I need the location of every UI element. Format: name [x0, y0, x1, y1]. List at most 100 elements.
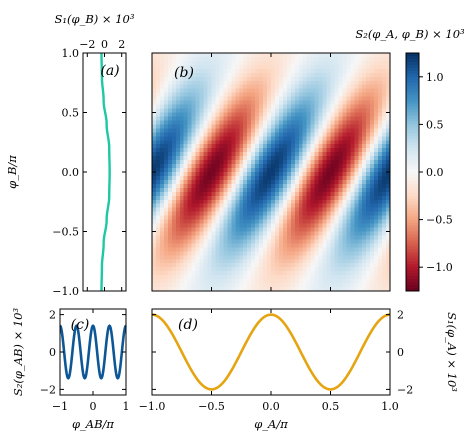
heatmap-cell — [183, 231, 189, 236]
heatmap-cell — [302, 92, 308, 98]
heatmap-cell — [187, 164, 193, 169]
heatmap-cell — [227, 235, 232, 240]
heatmap-cell — [358, 231, 363, 236]
heatmap-cell — [231, 195, 236, 201]
heatmap-cell — [346, 100, 351, 106]
heatmap-cell — [322, 183, 328, 189]
heatmap-cell — [302, 267, 308, 272]
heatmap-cell — [278, 64, 284, 70]
heatmap-cell — [195, 144, 201, 149]
heatmap-cell — [203, 175, 209, 181]
heatmap-cell — [243, 259, 248, 264]
heatmap-cell — [282, 124, 288, 129]
heatmap-cell — [366, 199, 371, 205]
heatmap-cell — [231, 164, 236, 169]
heatmap-cell — [286, 223, 292, 229]
heatmap-cell — [239, 247, 244, 252]
heatmap-cell — [263, 207, 268, 213]
heatmap-cell — [318, 128, 324, 133]
heatmap-cell — [163, 172, 169, 177]
heatmap-cell — [294, 60, 300, 66]
heatmap-cell — [298, 136, 304, 141]
heatmap-cell — [298, 279, 304, 284]
heatmap-cell — [195, 271, 201, 276]
heatmap-cell — [338, 88, 343, 94]
heatmap-cell — [203, 287, 209, 292]
heatmap-cell — [255, 183, 260, 189]
heatmap-cell — [255, 191, 260, 197]
heatmap-cell — [255, 152, 260, 157]
heatmap-cell — [290, 279, 296, 284]
heatmap-cell — [302, 271, 308, 276]
heatmap-cell — [374, 124, 379, 129]
heatmap-cell — [382, 199, 387, 205]
heatmap-cell — [211, 128, 216, 133]
heatmap-cell — [239, 223, 244, 229]
heatmap-cell — [290, 227, 296, 232]
heatmap-cell — [159, 80, 165, 86]
heatmap-cell — [282, 179, 288, 185]
heatmap-cell — [386, 164, 391, 169]
heatmap-cell — [318, 215, 324, 221]
heatmap-cell — [255, 255, 260, 260]
heatmap-cell — [239, 271, 244, 276]
panel-a-xtick-label: 0 — [101, 38, 108, 51]
heatmap-cell — [195, 223, 201, 229]
heatmap-cell — [203, 56, 209, 62]
heatmap-cell — [179, 247, 185, 252]
heatmap-cell — [227, 227, 232, 232]
heatmap-cell — [239, 207, 244, 213]
heatmap-cell — [155, 164, 161, 169]
heatmap-cell — [263, 255, 268, 260]
heatmap-cell — [286, 231, 292, 236]
heatmap-cell — [358, 148, 363, 153]
heatmap-cell — [175, 175, 181, 181]
heatmap-cell — [255, 80, 260, 86]
heatmap-cell — [199, 183, 205, 189]
heatmap-cell — [183, 96, 189, 102]
heatmap-cell — [370, 287, 375, 292]
heatmap-cell — [350, 211, 355, 217]
heatmap-cell — [294, 72, 300, 78]
heatmap-cell — [215, 199, 220, 205]
heatmap-cell — [342, 172, 347, 177]
heatmap-cell — [255, 68, 260, 74]
heatmap-cell — [207, 132, 212, 137]
heatmap-cell — [354, 283, 359, 288]
heatmap-cell — [294, 96, 300, 102]
heatmap-cell — [155, 191, 161, 197]
heatmap-cell — [163, 120, 169, 125]
colorbar-step — [406, 172, 419, 176]
heatmap-cell — [282, 219, 288, 225]
heatmap-cell — [207, 199, 212, 205]
heatmap-cell — [207, 227, 212, 232]
heatmap-cell — [274, 64, 280, 70]
heatmap-cell — [350, 239, 355, 244]
heatmap-cell — [298, 164, 304, 169]
heatmap-cell — [263, 132, 268, 137]
heatmap-cell — [203, 124, 209, 129]
heatmap-cell — [350, 116, 355, 121]
heatmap-cell — [274, 152, 280, 157]
heatmap-cell — [362, 116, 367, 121]
heatmap-cell — [163, 56, 169, 62]
heatmap-cell — [167, 104, 173, 110]
heatmap-cell — [318, 100, 324, 106]
heatmap-cell — [294, 259, 300, 264]
heatmap-cell — [239, 112, 244, 117]
heatmap-cell — [239, 251, 244, 256]
heatmap-cell — [235, 279, 240, 284]
heatmap-cell — [167, 263, 173, 268]
heatmap-cell — [374, 219, 379, 225]
heatmap-cell — [282, 156, 288, 161]
heatmap-cell — [215, 96, 220, 102]
heatmap-cell — [378, 128, 383, 133]
heatmap-cell — [370, 255, 375, 260]
heatmap-cell — [227, 60, 232, 66]
heatmap-cell — [155, 53, 161, 58]
heatmap-cell — [350, 271, 355, 276]
heatmap-cell — [302, 72, 308, 78]
colorbar-step — [406, 240, 419, 244]
heatmap-cell — [322, 56, 328, 62]
heatmap-cell — [334, 251, 339, 256]
